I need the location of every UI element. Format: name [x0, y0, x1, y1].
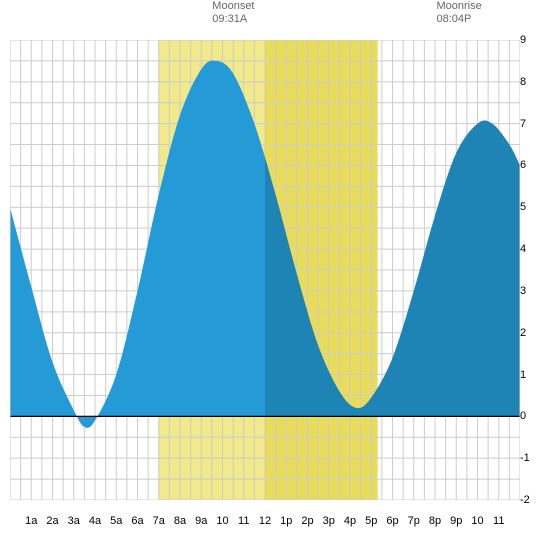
x-tick-label: 9a	[195, 515, 207, 527]
chart-svg	[10, 40, 520, 500]
x-tick-label: 11	[238, 515, 249, 527]
x-tick-label: 11	[493, 515, 504, 527]
chart-annotations: Moonset 09:31A Moonrise 08:04P	[0, 0, 550, 40]
moonrise-annotation: Moonrise 08:04P	[436, 0, 481, 26]
y-tick-label: 0	[520, 410, 526, 422]
x-tick-label: 8a	[174, 515, 186, 527]
moonrise-time: 08:04P	[436, 13, 481, 26]
x-tick-label: 1p	[280, 515, 292, 527]
y-tick-label: 3	[520, 285, 526, 297]
x-tick-label: 4a	[89, 515, 101, 527]
y-tick-label: 1	[520, 369, 526, 381]
x-tick-label: 2p	[301, 515, 313, 527]
x-tick-label: 4p	[344, 515, 356, 527]
x-tick-label: 8p	[429, 515, 441, 527]
y-tick-label: 7	[520, 118, 526, 130]
x-tick-label: 3a	[68, 515, 80, 527]
x-tick-label: 7p	[408, 515, 420, 527]
y-tick-label: -1	[520, 452, 530, 464]
x-axis: 1a 2a 3a 4a 5a 6a 7a 8a 9a 10 11 12 1p 2p 3p 4p 5p 6p 7p 8p…	[10, 515, 520, 535]
y-tick-label: 4	[520, 243, 526, 255]
x-tick-label: 3p	[323, 515, 335, 527]
x-tick-label: 6p	[386, 515, 398, 527]
x-tick-label: 10	[216, 515, 228, 527]
x-tick-label: 7a	[153, 515, 165, 527]
x-tick-label: 12	[259, 515, 271, 527]
x-tick-label: 10	[471, 515, 483, 527]
y-tick-label: 9	[520, 34, 526, 46]
x-tick-label: 5a	[110, 515, 122, 527]
x-tick-label: 2a	[46, 515, 58, 527]
moonrise-label: Moonrise	[436, 0, 481, 13]
y-tick-label: 2	[520, 327, 526, 339]
moonset-time: 09:31A	[212, 13, 254, 26]
y-tick-label: 5	[520, 201, 526, 213]
moonset-label: Moonset	[212, 0, 254, 13]
y-tick-label: 8	[520, 76, 526, 88]
x-tick-label: 9p	[450, 515, 462, 527]
x-tick-label: 1a	[25, 515, 37, 527]
y-tick-label: 6	[520, 159, 526, 171]
moonset-annotation: Moonset 09:31A	[212, 0, 254, 26]
y-axis: -2-10123456789	[520, 40, 545, 500]
y-tick-label: -2	[520, 494, 530, 506]
tide-chart: Moonset 09:31A Moonrise 08:04P -2-101234…	[0, 0, 550, 550]
x-tick-label: 6a	[131, 515, 143, 527]
x-tick-label: 5p	[365, 515, 377, 527]
plot-area	[10, 40, 520, 500]
